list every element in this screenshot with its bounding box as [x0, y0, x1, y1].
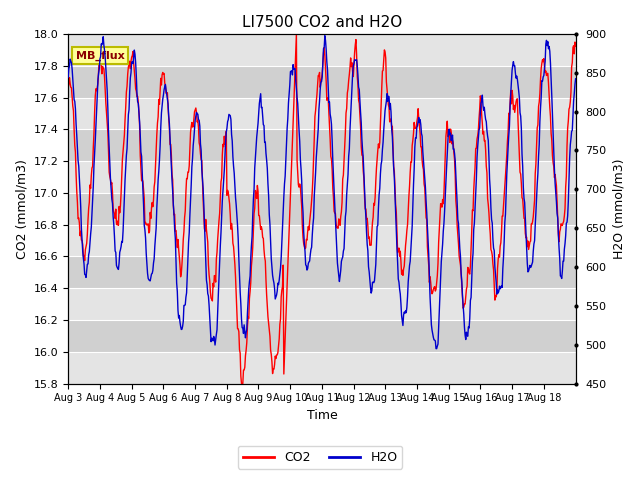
Y-axis label: CO2 (mmol/m3): CO2 (mmol/m3) — [15, 159, 28, 259]
Bar — [68, 34, 575, 66]
Bar — [68, 193, 575, 225]
Legend: CO2, H2O: CO2, H2O — [237, 446, 403, 469]
Text: MB_flux: MB_flux — [76, 50, 125, 60]
Bar — [68, 161, 575, 193]
Bar — [68, 129, 575, 161]
Bar — [68, 97, 575, 129]
Bar — [68, 352, 575, 384]
X-axis label: Time: Time — [307, 409, 337, 422]
Bar — [68, 256, 575, 288]
Title: LI7500 CO2 and H2O: LI7500 CO2 and H2O — [242, 15, 402, 30]
Bar — [68, 320, 575, 352]
Bar — [68, 225, 575, 256]
Bar — [68, 288, 575, 320]
Bar — [68, 66, 575, 97]
Y-axis label: H2O (mmol/m3): H2O (mmol/m3) — [612, 158, 625, 259]
